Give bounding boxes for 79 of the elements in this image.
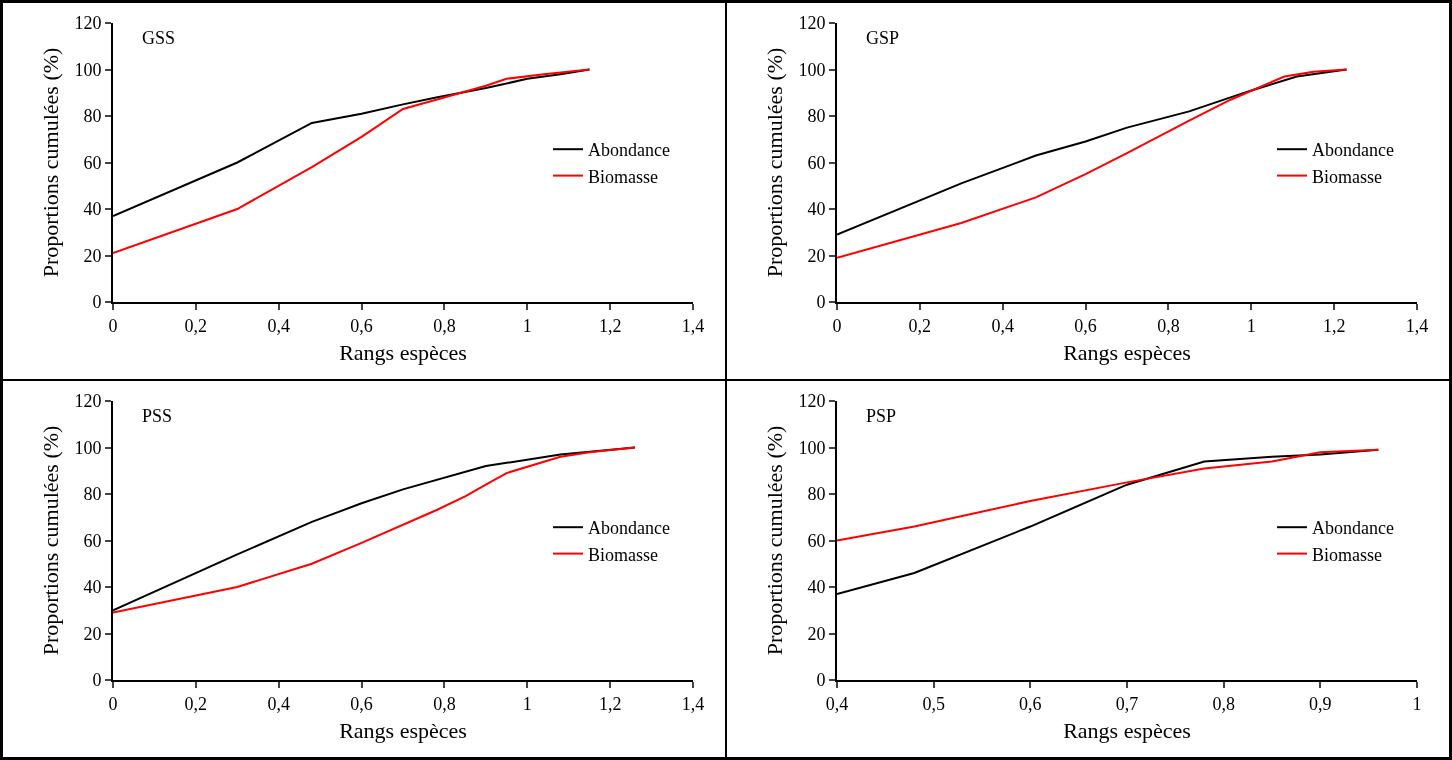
- y-tick-label: 0: [816, 670, 826, 691]
- legend-label: Abondance: [1312, 140, 1394, 161]
- y-tick-label: 120: [798, 391, 826, 412]
- x-tick-label: 1,4: [681, 315, 705, 336]
- x-tick-label: 0: [108, 693, 118, 714]
- x-tick-label: 1,2: [1322, 315, 1346, 336]
- x-tick-label: 0: [108, 315, 118, 336]
- legend-label: Biomasse: [588, 544, 659, 565]
- x-tick-label: 1,4: [1405, 315, 1429, 336]
- chart-title: GSP: [866, 27, 900, 48]
- legend-label: Abondance: [1312, 518, 1394, 539]
- x-tick-label: 0,2: [184, 315, 208, 336]
- y-tick-label: 0: [92, 292, 102, 313]
- y-tick-label: 0: [816, 292, 826, 313]
- x-tick-label: 0,6: [350, 693, 373, 714]
- y-tick-label: 100: [74, 437, 102, 458]
- y-tick-label: 20: [807, 245, 826, 266]
- y-tick-label: 60: [807, 152, 826, 173]
- x-axis-title: Rangs espèces: [1063, 718, 1191, 743]
- y-tick-label: 60: [807, 530, 826, 551]
- y-tick-label: 80: [83, 484, 102, 505]
- y-tick-label: 80: [83, 106, 102, 127]
- y-axis-title: Proportions cumulées (%): [37, 47, 63, 278]
- y-axis-title: Proportions cumulées (%): [37, 425, 63, 656]
- x-tick-label: 0,6: [1074, 315, 1097, 336]
- y-tick-label: 100: [74, 59, 102, 80]
- y-tick-label: 40: [807, 199, 826, 220]
- x-tick-label: 0,4: [267, 693, 290, 714]
- x-tick-label: 1: [1246, 315, 1256, 336]
- chart-title: PSS: [142, 405, 173, 426]
- x-tick-label: 0,4: [825, 693, 849, 714]
- x-tick-label: 1: [522, 693, 532, 714]
- x-tick-label: 1,2: [598, 693, 622, 714]
- y-tick-label: 60: [83, 530, 102, 551]
- x-tick-label: 0,9: [1309, 693, 1332, 714]
- x-tick-label: 1,2: [598, 315, 622, 336]
- x-tick-label: 0: [832, 315, 842, 336]
- y-tick-label: 120: [798, 13, 826, 34]
- x-tick-label: 0,5: [922, 693, 945, 714]
- y-tick-label: 60: [83, 152, 102, 173]
- legend-label: Abondance: [588, 140, 670, 161]
- x-axis-title: Rangs espèces: [1063, 340, 1191, 365]
- x-axis-title: Rangs espèces: [339, 340, 467, 365]
- y-tick-label: 40: [83, 199, 102, 220]
- legend-label: Biomasse: [1312, 166, 1383, 187]
- chart-title: GSS: [142, 27, 176, 48]
- x-tick-label: 0,6: [350, 315, 373, 336]
- x-tick-label: 0,6: [1019, 693, 1042, 714]
- x-tick-label: 0,8: [433, 693, 456, 714]
- x-tick-label: 0,7: [1115, 693, 1139, 714]
- y-tick-label: 80: [807, 484, 826, 505]
- x-tick-label: 0,2: [908, 315, 932, 336]
- y-tick-label: 0: [92, 670, 102, 691]
- y-tick-label: 20: [83, 245, 102, 266]
- y-tick-label: 40: [807, 577, 826, 598]
- y-tick-label: 40: [83, 577, 102, 598]
- legend-label: Abondance: [588, 518, 670, 539]
- x-tick-label: 0,8: [1157, 315, 1180, 336]
- x-tick-label: 0,2: [184, 693, 208, 714]
- x-tick-label: 0,8: [433, 315, 456, 336]
- y-axis-title: Proportions cumulées (%): [761, 425, 787, 656]
- x-tick-label: 1: [1412, 693, 1422, 714]
- y-tick-label: 100: [798, 437, 826, 458]
- y-tick-label: 80: [807, 106, 826, 127]
- x-tick-label: 0,4: [991, 315, 1014, 336]
- y-axis-title: Proportions cumulées (%): [761, 47, 787, 278]
- legend-label: Biomasse: [588, 166, 659, 187]
- x-tick-label: 1: [522, 315, 532, 336]
- legend-label: Biomasse: [1312, 544, 1383, 565]
- chart-title: PSP: [866, 405, 897, 426]
- y-tick-label: 120: [74, 391, 102, 412]
- y-tick-label: 120: [74, 13, 102, 34]
- x-tick-label: 0,8: [1212, 693, 1235, 714]
- y-tick-label: 20: [83, 623, 102, 644]
- y-tick-label: 100: [798, 59, 826, 80]
- x-tick-label: 1,4: [681, 693, 705, 714]
- y-tick-label: 20: [807, 623, 826, 644]
- x-tick-label: 0,4: [267, 315, 290, 336]
- x-axis-title: Rangs espèces: [339, 718, 467, 743]
